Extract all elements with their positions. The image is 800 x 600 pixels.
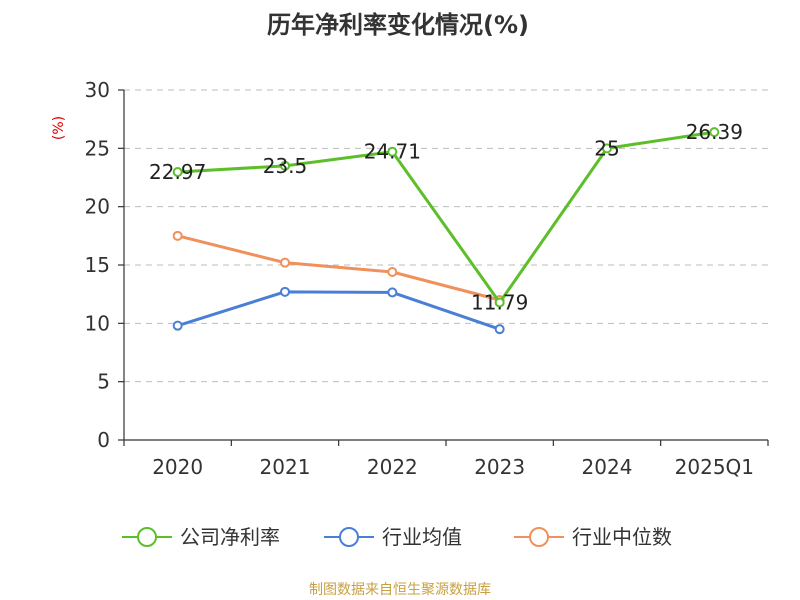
y-tick-label: 10 bbox=[85, 311, 110, 335]
x-tick-label: 2025Q1 bbox=[675, 455, 754, 479]
x-tick-label: 2023 bbox=[474, 455, 525, 479]
legend-marker-icon bbox=[339, 527, 359, 547]
data-label: 24.71 bbox=[364, 140, 421, 164]
data-label: 25 bbox=[594, 136, 619, 160]
data-labels: 22.97 23.5 24.71 11.79 25 26.39 bbox=[149, 120, 743, 314]
data-point bbox=[709, 127, 720, 138]
data-point bbox=[494, 324, 505, 335]
data-label: 26.39 bbox=[686, 120, 743, 144]
data-point bbox=[387, 146, 398, 157]
legend-label: 行业均值 bbox=[382, 525, 462, 549]
data-point bbox=[494, 297, 505, 308]
legend-marker-icon bbox=[137, 527, 157, 547]
legend-item[interactable]: 行业均值 bbox=[324, 525, 462, 549]
data-label: 22.97 bbox=[149, 160, 206, 184]
data-label: 11.79 bbox=[471, 290, 528, 314]
y-tick-label: 25 bbox=[85, 136, 110, 160]
data-point bbox=[172, 320, 183, 331]
x-tick-label: 2020 bbox=[152, 455, 203, 479]
series-line bbox=[177, 290, 501, 331]
grid bbox=[124, 89, 768, 383]
series-1 bbox=[172, 286, 505, 335]
data-point bbox=[280, 160, 290, 171]
legend-marker-icon bbox=[529, 527, 549, 547]
y-tick-label: 15 bbox=[85, 253, 110, 277]
data-point bbox=[280, 286, 290, 297]
axes: 0 5 10 15 20 25 30 2020 2021 2022 2023 2024 2025Q1 bbox=[85, 78, 769, 479]
data-point bbox=[172, 230, 183, 241]
y-tick-label: 5 bbox=[97, 370, 110, 394]
data-label: 23.5 bbox=[263, 154, 308, 178]
data-point bbox=[387, 287, 398, 298]
y-axis-unit-label: (%) bbox=[51, 116, 67, 140]
source-note: 制图数据来自恒生聚源数据库 bbox=[309, 582, 491, 598]
x-tick-label: 2021 bbox=[260, 455, 311, 479]
legend-label: 公司净利率 bbox=[180, 525, 280, 549]
y-tick-label: 0 bbox=[97, 428, 110, 452]
legend-label: 行业中位数 bbox=[572, 525, 672, 549]
data-point bbox=[172, 167, 183, 178]
series-layer bbox=[172, 127, 720, 335]
y-tick-label: 30 bbox=[85, 78, 110, 102]
series-line bbox=[177, 234, 501, 302]
series-line bbox=[177, 130, 715, 304]
data-point bbox=[280, 257, 290, 268]
data-point bbox=[602, 143, 612, 154]
data-point bbox=[387, 267, 398, 277]
series-0 bbox=[172, 127, 720, 308]
legend-item[interactable]: 行业中位数 bbox=[514, 525, 672, 549]
x-tick-label: 2024 bbox=[582, 455, 633, 479]
legend-item[interactable]: 公司净利率 bbox=[122, 525, 280, 549]
y-tick-label: 20 bbox=[85, 195, 110, 219]
chart-title: 历年净利率变化情况(%) bbox=[267, 11, 529, 39]
legend[interactable]: 公司净利率 行业均值 行业中位数 bbox=[122, 525, 672, 549]
x-tick-label: 2022 bbox=[367, 455, 418, 479]
